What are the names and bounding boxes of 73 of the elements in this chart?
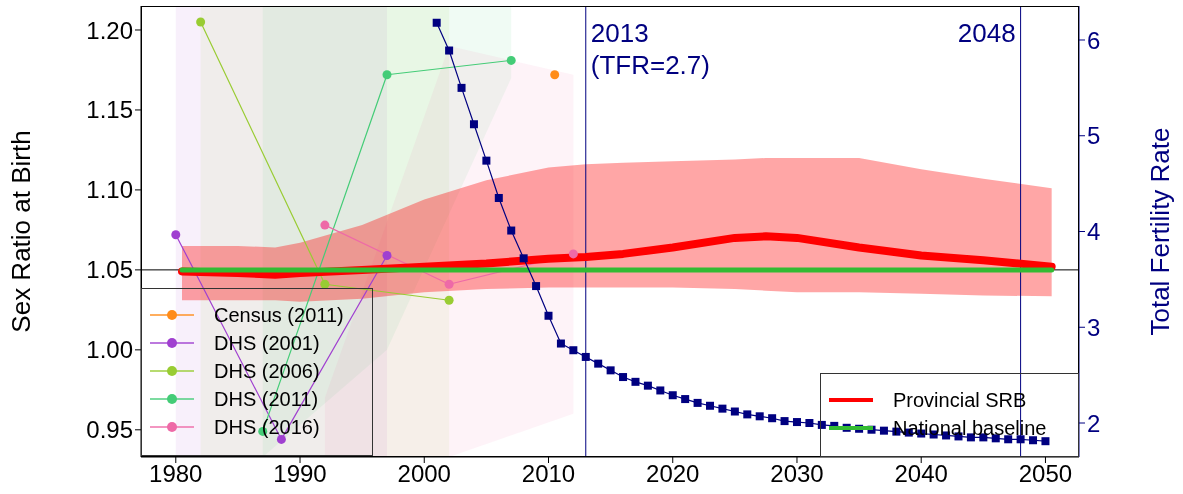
point — [444, 279, 454, 289]
point — [1016, 435, 1025, 444]
point — [494, 193, 503, 202]
x-tick-label: 2020 — [646, 460, 700, 488]
point — [879, 426, 888, 435]
x-tick-label: 2000 — [397, 460, 451, 488]
legend-label: DHS (2001) — [214, 331, 320, 355]
point — [743, 410, 752, 419]
point — [681, 395, 690, 404]
point — [656, 386, 665, 395]
y2-tick-label: 3 — [1087, 313, 1101, 341]
y-tick-label: 1.10 — [86, 176, 133, 204]
point — [631, 377, 640, 386]
y-tick-label: 1.00 — [86, 336, 133, 364]
point — [768, 414, 777, 423]
point — [382, 250, 392, 260]
point — [668, 391, 677, 400]
point — [507, 226, 516, 235]
point — [519, 254, 528, 263]
point — [482, 156, 491, 165]
point — [568, 249, 578, 259]
point — [792, 418, 801, 427]
point — [730, 407, 739, 416]
y-tick-label: 1.15 — [86, 96, 133, 124]
point — [1004, 435, 1013, 444]
point — [457, 83, 466, 92]
point — [755, 412, 764, 421]
point — [706, 401, 715, 410]
y2-axis-title: Total Fertility Rate — [1145, 127, 1175, 336]
point — [606, 366, 615, 375]
y-tick-label: 1.20 — [86, 16, 133, 44]
point — [544, 311, 553, 320]
point — [569, 346, 578, 355]
y2-tick-label: 6 — [1087, 26, 1101, 54]
x-tick-label: 2050 — [1018, 460, 1073, 488]
x-tick-label: 1980 — [149, 460, 203, 488]
point — [1041, 437, 1050, 446]
ref-line-label: 2013 (TFR=2.7) — [590, 18, 710, 80]
ref-line-label: 2048 — [957, 18, 1016, 48]
x-tick-label: 2040 — [894, 460, 948, 488]
point — [432, 18, 441, 27]
x-tick-label: 2030 — [770, 460, 824, 488]
point — [556, 339, 565, 348]
point — [718, 404, 727, 413]
point — [966, 433, 975, 442]
point — [320, 220, 330, 230]
point — [780, 417, 789, 426]
point — [619, 373, 628, 382]
point — [1029, 436, 1038, 445]
x-tick-label: 2010 — [521, 460, 576, 488]
point — [444, 295, 454, 305]
point — [320, 279, 330, 289]
point — [196, 17, 206, 27]
legend-label: Census (2011) — [214, 303, 344, 327]
point — [506, 55, 516, 65]
point — [445, 46, 454, 55]
point — [550, 70, 560, 80]
y2-tick-label: 4 — [1087, 218, 1101, 246]
point — [532, 282, 541, 291]
point — [581, 352, 590, 361]
point — [469, 120, 478, 129]
point — [643, 381, 652, 390]
y2-tick-label: 5 — [1087, 122, 1101, 150]
y-tick-label: 0.95 — [86, 416, 133, 444]
x-tick-label: 1990 — [273, 460, 327, 488]
point — [805, 419, 814, 428]
y-axis-title: Sex Ratio at Birth — [6, 130, 36, 333]
y-tick-label: 1.05 — [86, 256, 133, 284]
point — [382, 70, 392, 80]
point — [594, 359, 603, 368]
point — [171, 230, 181, 240]
point — [693, 398, 702, 407]
y2-tick-label: 2 — [1087, 409, 1101, 437]
